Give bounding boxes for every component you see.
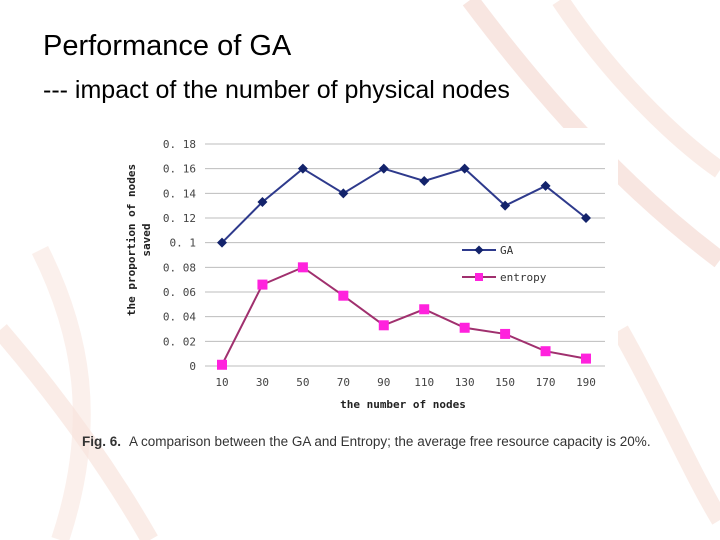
ga-data-point xyxy=(581,213,591,223)
y-tick-label: 0. 12 xyxy=(163,212,196,225)
y-axis-title-line2: saved xyxy=(140,223,153,256)
y-tick-label: 0. 14 xyxy=(163,187,196,200)
x-tick-label: 110 xyxy=(414,376,434,389)
y-axis-ticks: 0 0. 02 0. 04 0. 06 0. 08 0. 1 0. 12 0. 14 0. 16… xyxy=(163,138,196,373)
figure-panel xyxy=(118,128,618,418)
y-tick-label: 0. 18 xyxy=(163,138,196,151)
caption-text: A comparison between the GA and Entropy;… xyxy=(129,434,651,449)
x-tick-label: 50 xyxy=(296,376,309,389)
entropy-data-point xyxy=(217,359,227,370)
x-axis-title: the number of nodes xyxy=(340,398,466,411)
y-tick-label: 0. 04 xyxy=(163,311,196,324)
x-tick-label: 190 xyxy=(576,376,596,389)
figure-caption: Fig. 6. A comparison between the GA and E… xyxy=(82,432,652,451)
x-tick-label: 30 xyxy=(256,376,269,389)
y-tick-label: 0. 08 xyxy=(163,261,196,274)
ga-data-point xyxy=(419,176,430,186)
ga-data-point xyxy=(257,196,268,207)
ga-data-point xyxy=(500,200,511,211)
ga-data-point xyxy=(338,188,349,199)
x-tick-label: 10 xyxy=(215,376,228,389)
slide-subtitle: --- impact of the number of physical nod… xyxy=(43,76,510,104)
y-axis-title-line1: the proportion of nodes xyxy=(125,164,138,316)
x-tick-label: 130 xyxy=(455,376,475,389)
series-layer xyxy=(217,163,591,370)
entropy-data-point xyxy=(540,346,551,357)
slide-title: Performance of GA xyxy=(43,30,292,62)
decor-strand xyxy=(31,245,91,540)
ga-series-line xyxy=(221,167,587,244)
entropy-data-point xyxy=(378,320,389,331)
entropy-series-line xyxy=(221,266,587,366)
entropy-data-point xyxy=(338,290,349,301)
x-tick-label: 170 xyxy=(536,376,556,389)
decor-strand xyxy=(552,0,720,178)
grid-lines xyxy=(205,143,605,367)
legend: GA entropy xyxy=(462,244,547,284)
entropy-data-point xyxy=(257,279,268,290)
decor-strand xyxy=(612,325,720,525)
entropy-data-point xyxy=(419,304,430,315)
ga-data-point xyxy=(540,180,551,191)
legend-entropy-marker xyxy=(475,273,483,281)
x-tick-label: 150 xyxy=(495,376,515,389)
y-tick-label: 0. 02 xyxy=(163,335,196,348)
x-tick-label: 70 xyxy=(337,376,350,389)
ga-data-point xyxy=(217,237,227,248)
ga-data-point xyxy=(297,163,308,174)
ga-data-point xyxy=(378,163,389,174)
legend-ga-label: GA xyxy=(500,244,514,257)
entropy-data-point xyxy=(297,262,308,273)
legend-entropy-label: entropy xyxy=(500,271,547,284)
y-tick-label: 0. 06 xyxy=(163,286,196,299)
x-tick-label: 90 xyxy=(377,376,390,389)
y-tick-label: 0. 16 xyxy=(163,163,196,176)
ga-data-point xyxy=(459,163,470,174)
entropy-data-point xyxy=(459,322,470,333)
legend-ga-marker xyxy=(474,245,484,255)
x-axis-ticks: 10 30 50 70 90 110 130 150 170 190 xyxy=(215,376,596,389)
entropy-data-point xyxy=(500,328,511,339)
y-tick-label: 0. 1 xyxy=(170,237,197,250)
caption-label: Fig. 6. xyxy=(82,434,122,449)
y-tick-label: 0 xyxy=(189,360,196,373)
entropy-data-point xyxy=(581,353,591,364)
